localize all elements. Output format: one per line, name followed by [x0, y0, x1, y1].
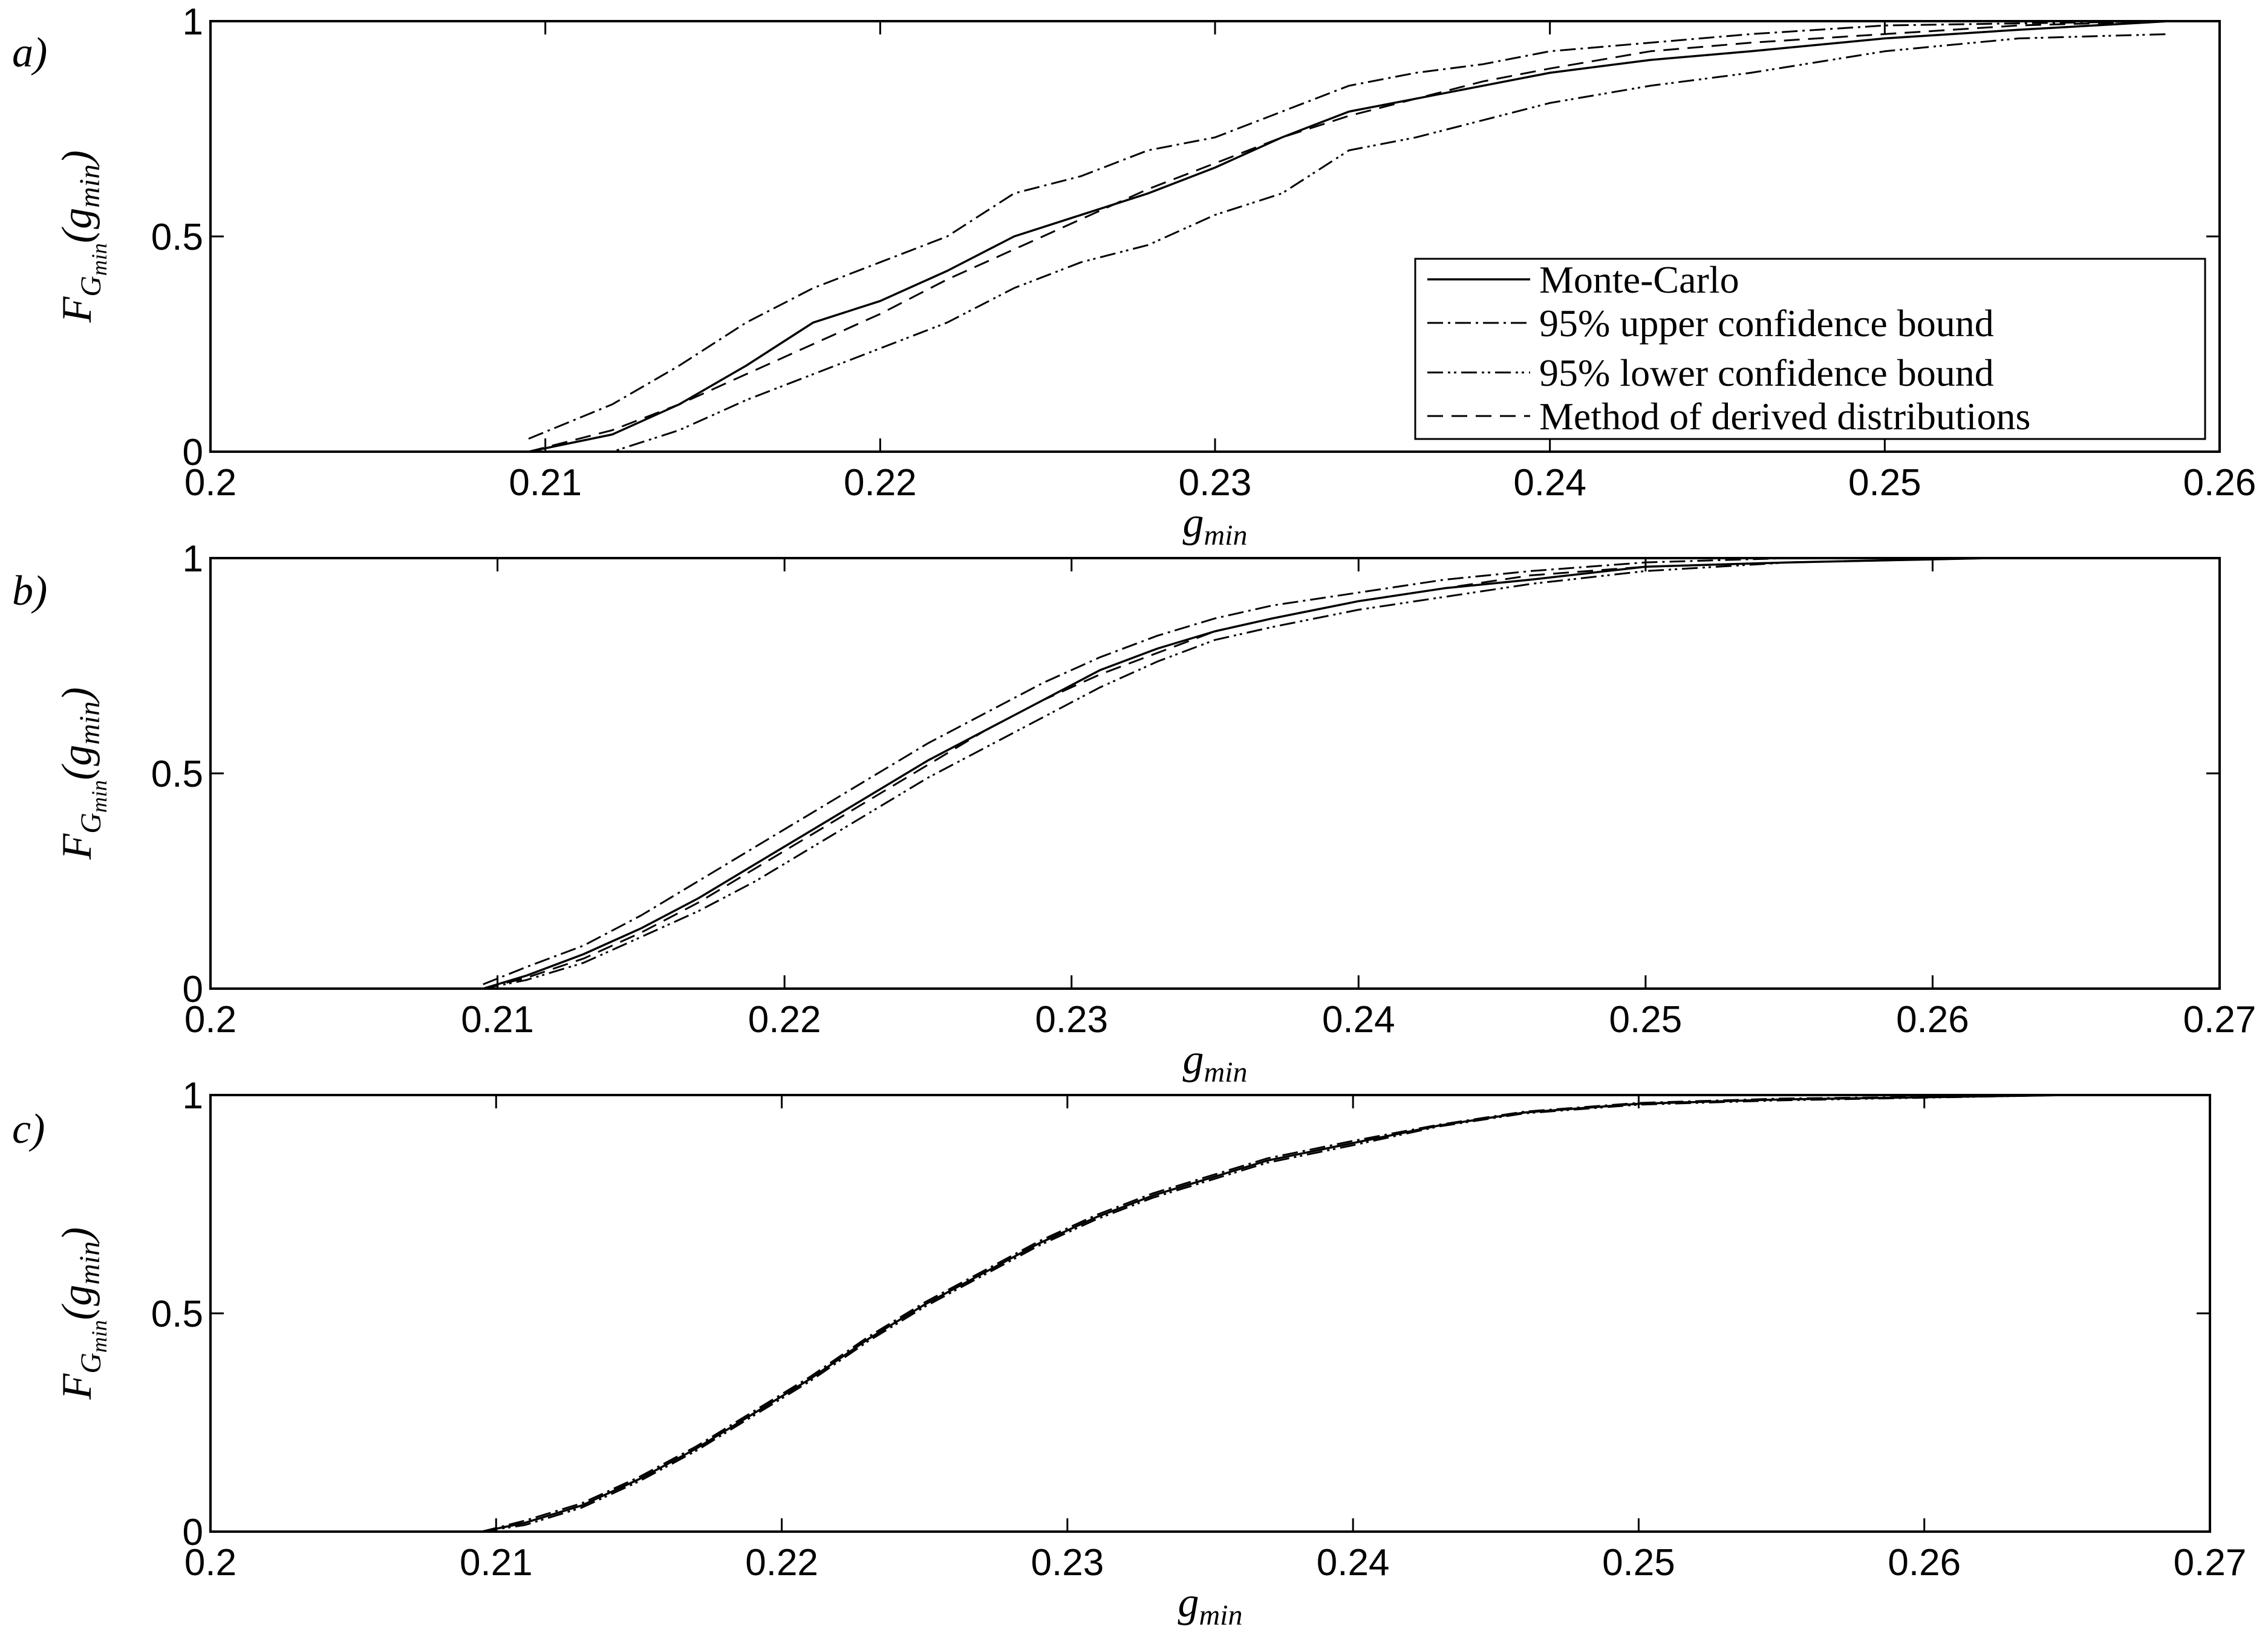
tick-marks-b — [209, 557, 2221, 990]
x-tick-label: 0.26 — [2183, 462, 2257, 504]
x-tick-label: 0.2 — [184, 999, 236, 1041]
series-line-derived — [481, 1094, 2067, 1533]
series-group-a — [528, 20, 2169, 453]
x-tick-label: 0.24 — [1317, 1542, 1390, 1584]
y-tick-label: 0 — [183, 1512, 203, 1553]
series-group-b — [483, 557, 1990, 990]
series-group-c — [481, 1094, 2067, 1533]
x-tick-label: 0.21 — [509, 462, 582, 504]
x-tick-labels-a: 0.2 0.21 0.22 0.23 0.24 0.25 0.26 — [184, 462, 2256, 504]
panel-label-b: b) — [12, 568, 47, 614]
y-tick-label: 1 — [183, 1, 203, 43]
x-tick-label: 0.25 — [1602, 1542, 1675, 1584]
series-line-monte-carlo — [483, 557, 1990, 990]
panel-label-c: c) — [12, 1106, 45, 1152]
x-tick-label: 0.2 — [184, 462, 236, 504]
series-line-upper-bound — [483, 557, 1990, 986]
y-tick-labels-c: 0 0.5 1 — [151, 1075, 203, 1553]
x-tick-label: 0.22 — [844, 462, 917, 504]
x-tick-label: 0.27 — [2183, 999, 2257, 1041]
panel-b: b) 0.2 0.21 0.22 0.23 0.24 0.25 0.26 0.2… — [12, 538, 2256, 1088]
y-tick-labels-b: 0 0.5 1 — [151, 538, 203, 1010]
series-line-derived — [483, 557, 1990, 990]
y-axis-label-b: FGmin(gmin) — [54, 687, 111, 860]
y-axis-label-c: FGmin(gmin) — [54, 1227, 111, 1400]
panel-label-a: a) — [12, 30, 47, 76]
y-tick-label: 0.5 — [151, 216, 203, 258]
x-tick-label: 0.26 — [1896, 999, 1969, 1041]
x-tick-label: 0.22 — [748, 999, 821, 1041]
x-tick-label: 0.24 — [1513, 462, 1586, 504]
series-line-upper-bound — [528, 20, 2169, 440]
x-tick-label: 0.22 — [745, 1542, 818, 1584]
legend-label-monte-carlo: Monte-Carlo — [1539, 258, 1739, 301]
legend-label-lower-bound: 95% lower confidence bound — [1539, 351, 1994, 394]
series-line-lower-bound — [483, 557, 1990, 990]
x-tick-labels-b: 0.2 0.21 0.22 0.23 0.24 0.25 0.26 0.27 — [184, 999, 2256, 1041]
x-tick-label: 0.21 — [460, 1542, 533, 1584]
plot-frame-c — [209, 1094, 2211, 1533]
x-tick-label: 0.25 — [1848, 462, 1921, 504]
x-tick-label: 0.21 — [461, 999, 534, 1041]
legend: Monte-Carlo 95% upper confidence bound 9… — [1414, 258, 2206, 440]
y-tick-label: 0.5 — [151, 753, 203, 795]
x-tick-label: 0.24 — [1322, 999, 1395, 1041]
panel-c: c) 0.2 0.21 0.22 0.23 0.24 0.25 0.26 0.2… — [12, 1075, 2246, 1631]
x-tick-label: 0.27 — [2174, 1542, 2247, 1584]
x-tick-label: 0.23 — [1179, 462, 1252, 504]
legend-label-upper-bound: 95% upper confidence bound — [1539, 302, 1994, 345]
y-tick-label: 1 — [183, 1075, 203, 1117]
series-line-upper-bound — [481, 1094, 2067, 1533]
panel-a: a) 0.2 0.21 0.22 0.23 0.24 0.25 0.26 0 0… — [12, 1, 2256, 551]
x-axis-label-a: gmin — [1183, 499, 1248, 551]
series-line-monte-carlo — [528, 20, 2169, 453]
y-tick-label: 0 — [183, 969, 203, 1010]
x-tick-labels-c: 0.2 0.21 0.22 0.23 0.24 0.25 0.26 0.27 — [184, 1542, 2246, 1584]
tick-marks-c — [209, 1094, 2211, 1533]
y-axis-label-a: FGmin(gmin) — [54, 150, 111, 323]
x-axis-label-b: gmin — [1183, 1036, 1248, 1088]
plot-frame-b — [209, 557, 2221, 990]
x-tick-label: 0.2 — [184, 1542, 236, 1584]
y-tick-label: 0.5 — [151, 1293, 203, 1335]
x-tick-label: 0.23 — [1035, 999, 1108, 1041]
x-tick-label: 0.23 — [1031, 1542, 1104, 1584]
x-tick-label: 0.25 — [1609, 999, 1683, 1041]
series-line-derived — [528, 20, 2169, 453]
x-axis-label-c: gmin — [1178, 1579, 1243, 1631]
legend-box — [1414, 258, 2206, 440]
x-tick-label: 0.26 — [1888, 1542, 1961, 1584]
series-line-lower-bound — [529, 33, 2169, 453]
y-tick-labels-a: 0 0.5 1 — [151, 1, 203, 473]
plot-frame-a — [209, 20, 2221, 453]
y-tick-label: 0 — [183, 432, 203, 473]
y-tick-label: 1 — [183, 538, 203, 580]
series-line-lower-bound — [481, 1094, 2067, 1533]
legend-label-derived: Method of derived distributions — [1539, 395, 2030, 438]
